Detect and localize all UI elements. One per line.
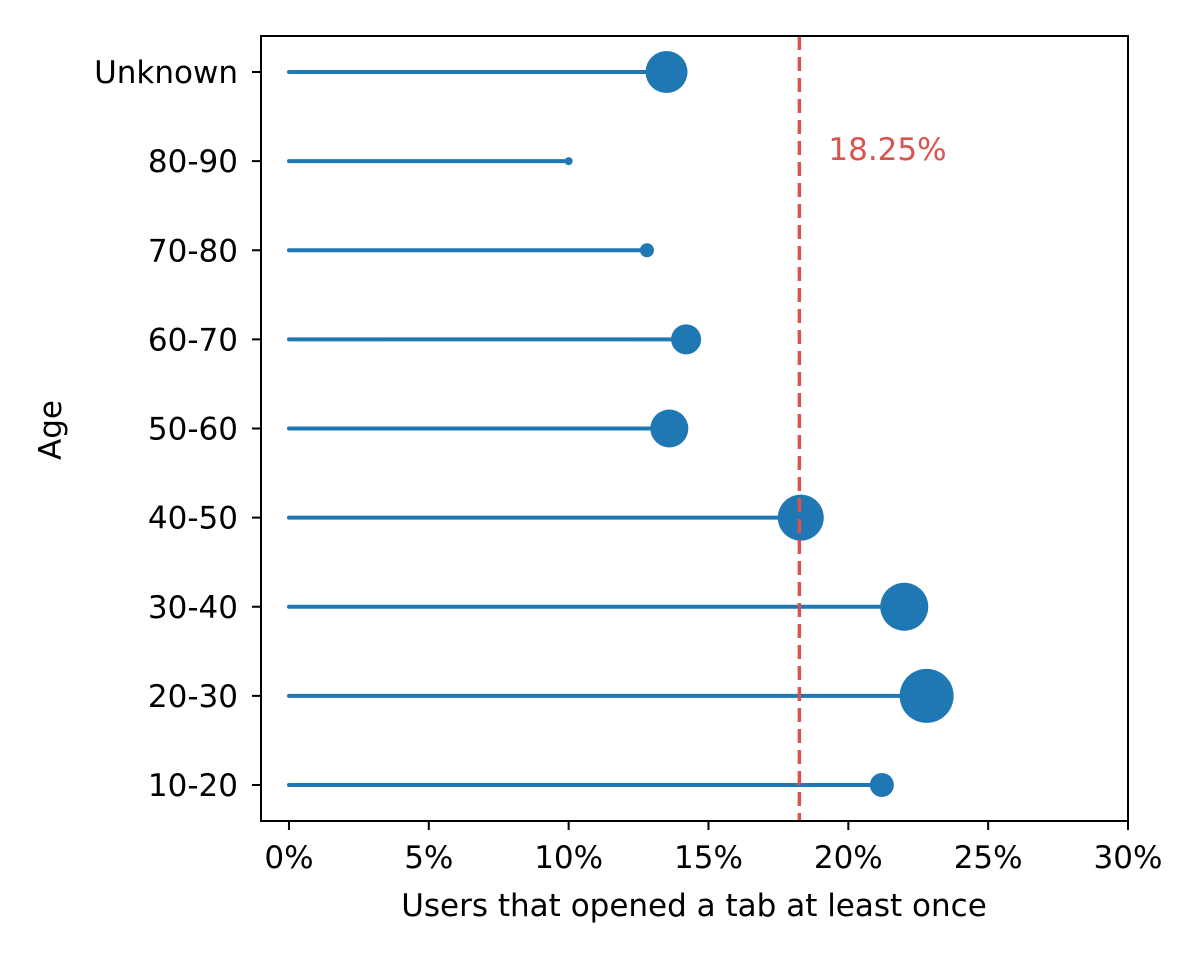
y-tick-label: 50-60 <box>148 412 238 448</box>
lollipop-marker <box>899 668 954 723</box>
x-tick-label: 0% <box>264 840 313 876</box>
y-axis-label: Age <box>33 400 69 460</box>
axes-layer: 0% 5% 10% 15% 20% 25% 30% 10-20 20-30 30-40 40-50 5… <box>94 35 1163 876</box>
x-tick-label: 30% <box>1094 840 1163 876</box>
y-tick-label: 20-30 <box>148 679 238 715</box>
lollipop-marker <box>564 157 573 166</box>
x-tick-label: 15% <box>674 840 743 876</box>
x-tick-label: 20% <box>814 840 883 876</box>
y-tick-label: 10-20 <box>148 768 238 804</box>
x-tick-label: 5% <box>404 840 453 876</box>
plot-layer: 18.25% <box>286 36 954 821</box>
y-tick-label: 60-70 <box>148 322 238 358</box>
x-axis-label: Users that opened a tab at least once <box>401 888 987 924</box>
y-tick-label: 30-40 <box>148 590 238 626</box>
x-tick-label: 25% <box>954 840 1023 876</box>
lollipop-marker <box>880 582 929 631</box>
lollipop-marker <box>645 51 688 93</box>
reference-line-label: 18.25% <box>828 132 946 168</box>
lollipop-marker <box>639 243 654 258</box>
y-tick-label: Unknown <box>94 55 238 91</box>
y-tick-label: 70-80 <box>148 233 238 269</box>
lollipop-marker <box>671 324 702 355</box>
lollipop-marker <box>650 409 689 448</box>
x-tick-label: 10% <box>534 840 603 876</box>
lollipop-marker <box>869 773 894 797</box>
y-tick-label: 40-50 <box>148 501 238 537</box>
y-tick-label: 80-90 <box>148 144 238 180</box>
lollipop-marker <box>777 494 824 541</box>
